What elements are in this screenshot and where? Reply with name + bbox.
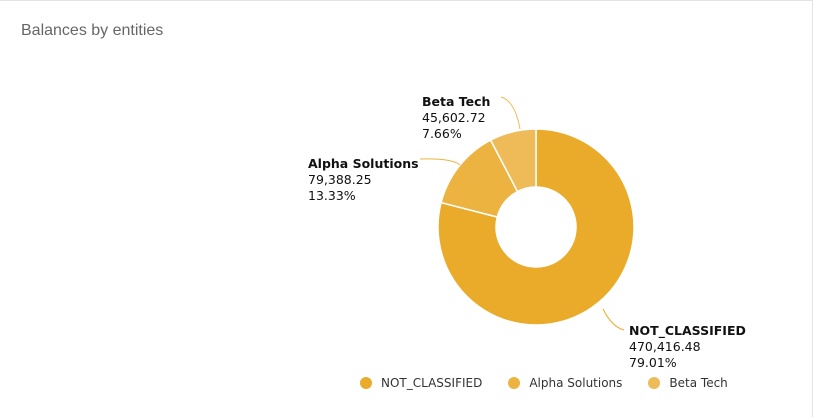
legend-dot-icon (648, 377, 661, 389)
donut-slice-beta-tech[interactable] (489, 128, 537, 193)
data-label-percent: 79.01% (629, 355, 677, 370)
data-label-name: Alpha Solutions (308, 156, 419, 171)
legend-dot-icon (508, 377, 521, 389)
legend-label: NOT_CLASSIFIED (381, 376, 483, 390)
data-label-value: 79,388.25 (308, 172, 372, 187)
chart-legend: NOT_CLASSIFIED Alpha Solutions Beta Tech (360, 376, 754, 390)
legend-item[interactable]: NOT_CLASSIFIED (360, 376, 482, 390)
data-label-name: Beta Tech (422, 94, 490, 109)
legend-dot-icon (360, 377, 372, 389)
legend-label: Beta Tech (669, 376, 728, 390)
data-label-percent: 7.66% (422, 126, 462, 141)
data-label-name: NOT_CLASSIFIED (629, 323, 746, 339)
leader-line (602, 308, 625, 331)
legend-label: Alpha Solutions (529, 376, 623, 390)
chart-title: Balances by entities (21, 22, 164, 39)
legend-item[interactable]: Beta Tech (648, 376, 728, 390)
legend-item[interactable]: Alpha Solutions (508, 376, 622, 390)
leader-line (419, 158, 461, 166)
donut-slice-not-classified[interactable] (437, 128, 635, 326)
leader-line (500, 96, 521, 130)
data-label-percent: 13.33% (308, 188, 356, 203)
data-label-value: 45,602.72 (422, 110, 486, 125)
data-label-value: 470,416.48 (629, 339, 701, 354)
